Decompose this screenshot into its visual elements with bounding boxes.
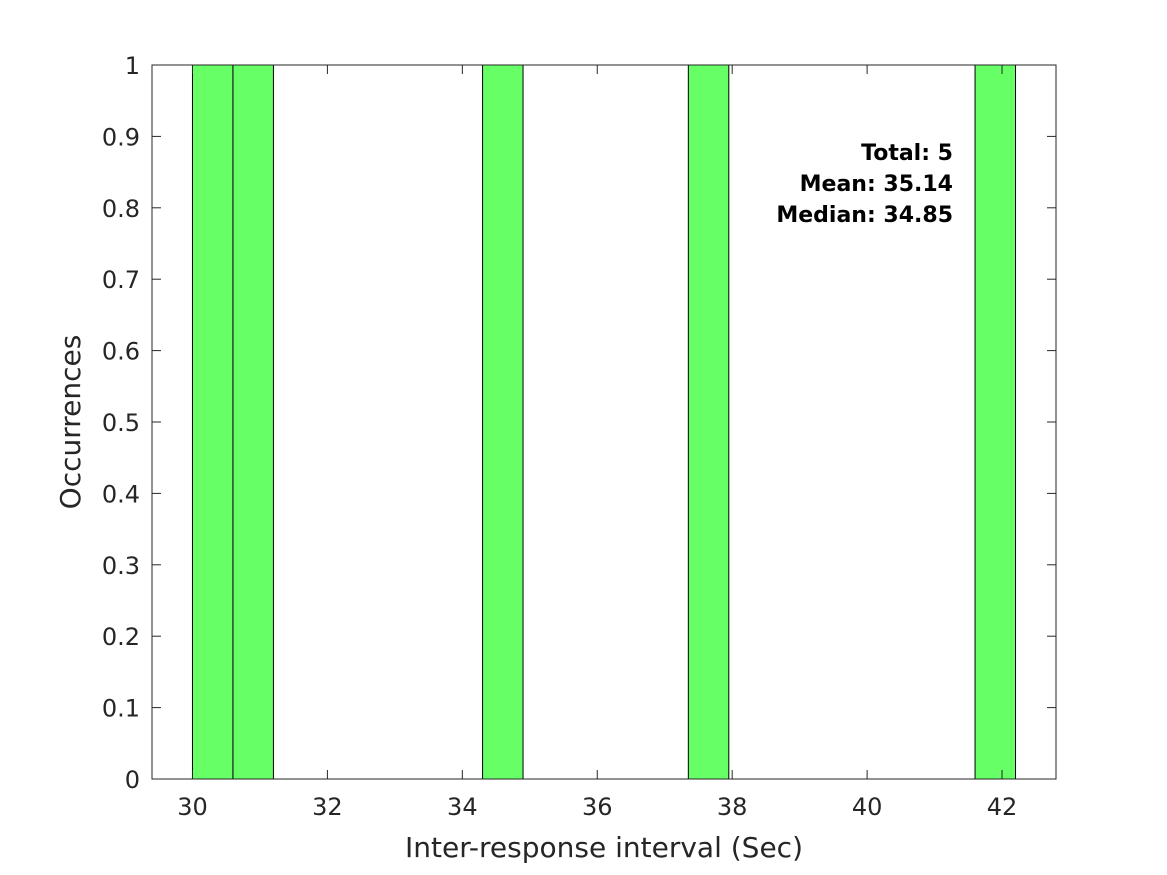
x-tick-label: 34 [447,793,478,821]
x-axis-label: Inter-response interval (Sec) [405,831,803,864]
y-tick-label: 0.5 [102,409,140,437]
y-tick-label: 1 [125,52,140,80]
y-axis: 0 0.1 0.2 0.3 0.4 0.5 0.6 0.7 0.8 0.9 1 [102,52,1056,794]
histogram-bar [687,64,730,780]
median-annotation: Median: 34.85 [776,203,953,228]
y-tick-label: 0.1 [102,695,140,723]
x-tick-label: 38 [717,793,748,821]
y-tick-label: 0.7 [102,266,140,294]
y-tick-label: 0 [125,766,140,794]
x-tick-label: 30 [177,793,208,821]
x-tick-label: 36 [582,793,613,821]
x-axis: 30 32 34 36 38 40 42 [177,65,1017,821]
y-tick-label: 0.4 [102,480,140,508]
x-tick-label: 40 [852,793,883,821]
mean-annotation: Mean: 35.14 [800,172,953,197]
y-axis-label: Occurrences [54,335,87,510]
histogram-bar [191,64,234,780]
histogram-bar [232,64,274,780]
y-tick-label: 0.3 [102,552,140,580]
y-tick-label: 0.8 [102,195,140,223]
total-annotation: Total: 5 [861,141,953,166]
x-tick-label: 32 [312,793,343,821]
y-tick-label: 0.9 [102,123,140,151]
x-tick-label: 42 [987,793,1018,821]
y-tick-label: 0.2 [102,623,140,651]
y-tick-label: 0.6 [102,338,140,366]
histogram-bar [482,64,524,780]
histogram-bar [974,64,1017,780]
